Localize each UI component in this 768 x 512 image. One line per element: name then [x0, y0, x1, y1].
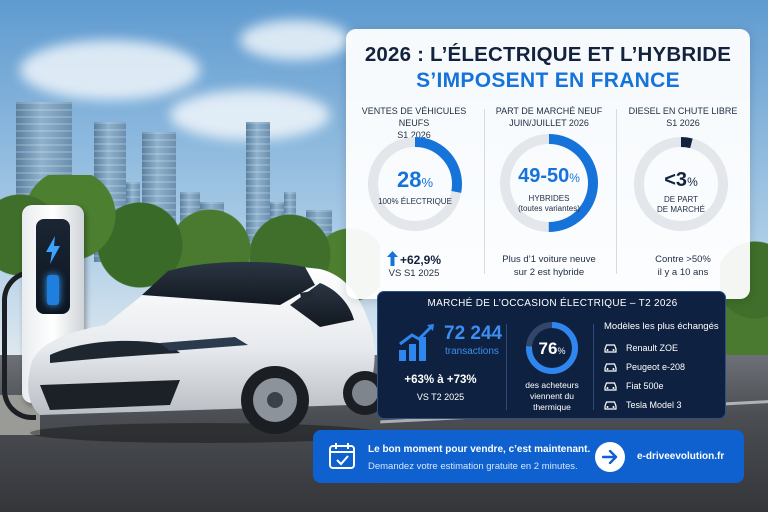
progress-ring	[368, 137, 462, 231]
stat-note: Plus d’1 voiture neuve sur 2 est hybride	[484, 253, 614, 279]
stat-unit: %	[569, 171, 580, 185]
model-item: Renault ZOE	[604, 341, 678, 355]
progress-ring	[634, 137, 728, 231]
calendar-icon	[329, 443, 355, 469]
stat-value: 28%	[365, 167, 465, 193]
model-name: Renault ZOE	[626, 343, 679, 353]
cta-subline: Demandez votre estimation gratuite en 2 …	[368, 461, 578, 472]
stat-heading-line: VENTES DE VÉHICULES NEUFS	[361, 106, 467, 128]
stat-value: 49-50%	[497, 165, 601, 188]
bar-chart-icon	[399, 324, 434, 361]
divider	[616, 109, 617, 274]
divider	[593, 324, 594, 410]
website-link[interactable]: e-driveevolution.fr	[637, 451, 725, 462]
stat-unit: %	[421, 175, 434, 190]
stat-heading-line: PART DE MARCHÉ NEUF	[495, 106, 603, 116]
divider	[506, 324, 507, 410]
buyers-caption-line: viennent du	[530, 391, 574, 401]
arrow-up-icon	[386, 251, 398, 266]
stat-hybrid-share: PART DE MARCHÉ NEUF JUIN/JUILLET 2026 49…	[484, 101, 614, 286]
stat-number: 49-50	[518, 165, 570, 187]
cta-banner[interactable]: Le bon moment pour vendre, c’est mainten…	[313, 430, 744, 483]
cta-headline: Le bon moment pour vendre, c’est mainten…	[368, 444, 591, 455]
stat-note: Contre >50% il y a 10 ans	[616, 253, 750, 279]
buyers-pct-unit: %	[557, 346, 566, 356]
buyers-caption: des acheteurs viennent du thermique	[514, 380, 590, 413]
car-icon	[604, 344, 617, 353]
progress-ring	[500, 134, 598, 232]
car-icon	[604, 401, 617, 410]
stat-diesel: DIESEL EN CHUTE LIBRE S1 2026 <3% DE PAR…	[616, 101, 750, 286]
charger-light	[47, 275, 59, 305]
page-title: 2026 : L’ÉLECTRIQUE ET L’HYBRIDE	[364, 43, 732, 66]
arrow-right-icon	[602, 450, 618, 464]
buyers-pct: 76%	[525, 339, 579, 359]
stat-electric-sales: VENTES DE VÉHICULES NEUFS S1 2026 28% 10…	[346, 101, 482, 286]
stat-caption: HYBRIDES (toutes variantes)	[497, 194, 601, 214]
growth-value: +63% à +73%	[404, 374, 477, 386]
stat-note-line: Contre >50%	[655, 254, 711, 265]
panel-title: MARCHÉ DE L’OCCASION ÉLECTRIQUE – T2 202…	[427, 298, 678, 309]
stat-caption: 100% ÉLECTRIQUE	[378, 197, 452, 206]
trend-value: +62,9%	[399, 253, 442, 267]
models-title: Modèles les plus échangés	[604, 321, 719, 332]
stats-card: 2026 : L’ÉLECTRIQUE ET L’HYBRIDE S’IMPOS…	[346, 29, 750, 299]
stat-heading-line: DIESEL EN CHUTE LIBRE	[628, 106, 738, 116]
stat-caption-line: HYBRIDES	[528, 194, 570, 203]
stat-heading-period: S1 2026	[397, 130, 431, 140]
stat-heading: PART DE MARCHÉ NEUF JUIN/JUILLET 2026	[484, 105, 614, 129]
stat-heading-period: JUIN/JUILLET 2026	[509, 118, 589, 128]
stat-unit: %	[687, 175, 698, 189]
model-name: Fiat 500e	[626, 381, 664, 391]
model-item: Tesla Model 3	[604, 398, 682, 412]
cloud	[240, 20, 350, 60]
stat-caption: DE PART DE MARCHÉ	[631, 195, 731, 215]
stat-heading: VENTES DE VÉHICULES NEUFS S1 2026	[346, 105, 482, 141]
stat-note-line: il y a 10 ans	[657, 267, 709, 278]
model-item: Peugeot e-208	[604, 360, 685, 374]
divider	[484, 109, 485, 274]
stat-number: <3	[664, 169, 688, 191]
model-name: Tesla Model 3	[626, 400, 682, 410]
transactions-label: transactions	[445, 346, 499, 357]
electric-car	[28, 261, 385, 443]
stat-number: 28	[396, 167, 422, 192]
stat-note-line: Plus d’1 voiture neuve	[502, 254, 596, 265]
bolt-icon	[46, 236, 60, 264]
stat-note-line: sur 2 est hybride	[513, 267, 585, 278]
growth-label: VS T2 2025	[416, 392, 465, 402]
cta-arrow-button[interactable]	[595, 442, 625, 472]
model-item: Fiat 500e	[604, 379, 664, 393]
stat-heading-period: S1 2026	[666, 118, 700, 128]
buyers-caption-line: thermique	[533, 402, 571, 412]
stat-caption-line: (toutes variantes)	[518, 204, 580, 213]
stat-value: <3%	[631, 169, 731, 192]
used-market-panel: MARCHÉ DE L’OCCASION ÉLECTRIQUE – T2 202…	[377, 291, 726, 419]
trend-label: VS S1 2025	[388, 268, 440, 279]
page-subtitle: S’IMPOSENT EN FRANCE	[416, 69, 680, 92]
transactions-value: 72 244	[444, 323, 503, 344]
stat-caption-line: DE MARCHÉ	[656, 205, 705, 214]
buyers-caption-line: des acheteurs	[525, 380, 579, 390]
car-icon	[604, 382, 617, 391]
stat-caption-line: DE PART	[664, 195, 698, 204]
car-icon	[604, 363, 617, 372]
model-name: Peugeot e-208	[626, 362, 686, 372]
cloud	[20, 40, 200, 100]
stat-heading: DIESEL EN CHUTE LIBRE S1 2026	[616, 105, 750, 129]
trend: +62,9%	[346, 251, 482, 267]
buyers-pct-value: 76	[538, 339, 558, 358]
progress-ring	[526, 322, 578, 374]
